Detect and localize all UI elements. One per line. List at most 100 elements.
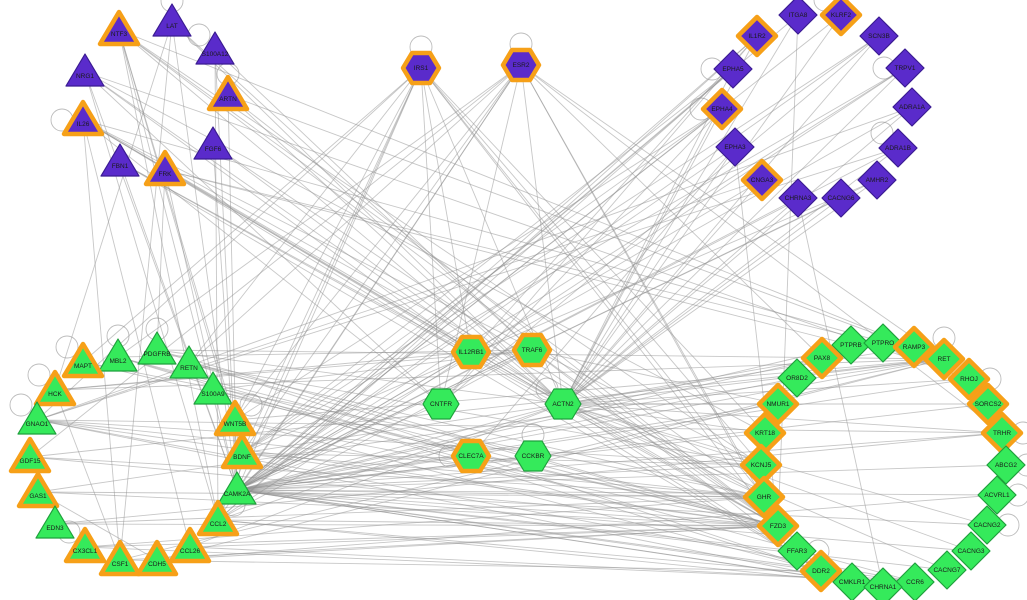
edge-epha5-camk2a[interactable]	[236, 68, 734, 491]
edge-mapt-ghr[interactable]	[82, 361, 765, 498]
edge-ccl26-fzd3[interactable]	[189, 525, 779, 548]
edge-irs1-gnao1[interactable]	[36, 67, 422, 421]
hexagon-node-shape[interactable]	[400, 50, 442, 86]
edge-chrna3-chrna1[interactable]	[797, 197, 884, 588]
self-loop-adra1b[interactable]	[870, 121, 894, 145]
diamond-node-shape[interactable]	[967, 505, 1007, 545]
edge-cdh5-fzd3[interactable]	[156, 525, 779, 561]
node-amhr2[interactable]: AMHR2	[857, 160, 897, 200]
edge-ntf3-ret[interactable]	[118, 29, 945, 360]
diamond-node-shape[interactable]	[951, 531, 991, 571]
edge-esr2-mbl2[interactable]	[117, 64, 522, 358]
node-il12rb1[interactable]: IL12RB1	[450, 334, 492, 370]
diamond-node-shape[interactable]	[977, 475, 1017, 515]
diamond-node-shape[interactable]	[742, 475, 786, 519]
diamond-node-shape[interactable]	[966, 382, 1010, 426]
edge-adra1a-camk2a[interactable]	[236, 106, 913, 491]
edge-bdnf-actn2[interactable]	[241, 403, 564, 454]
diamond-node-shape[interactable]	[740, 158, 784, 202]
node-adra1b[interactable]: ADRA1B	[878, 128, 918, 168]
triangle-node-shape[interactable]	[137, 331, 177, 365]
edge-camk2a-pax8[interactable]	[236, 357, 823, 491]
triangle-node-shape[interactable]	[143, 149, 187, 187]
edge-irs1-ghr[interactable]	[420, 67, 765, 498]
edge-edn3-fzd3[interactable]	[54, 523, 779, 527]
edge-camk2a-krt18[interactable]	[236, 432, 766, 491]
node-ntf3[interactable]: NTF3	[97, 9, 141, 47]
node-s100a12[interactable]: S100A12	[195, 31, 235, 65]
edge-cacng6-actn2[interactable]	[562, 197, 842, 405]
edge-esr2-ret[interactable]	[520, 64, 945, 360]
edge-esr2-fzd3[interactable]	[520, 64, 779, 527]
self-loop-hck[interactable]	[27, 363, 51, 387]
diamond-node-shape[interactable]	[892, 87, 932, 127]
triangle-node-shape[interactable]	[169, 345, 209, 379]
triangle-node-shape[interactable]	[220, 432, 264, 470]
edge-lat-hck[interactable]	[54, 21, 173, 391]
edge-ccl2-cmklr1[interactable]	[217, 519, 853, 583]
edge-irs1-il12rb1[interactable]	[420, 67, 472, 353]
edge-esr2-actn2[interactable]	[520, 64, 564, 405]
diamond-node-shape[interactable]	[756, 504, 800, 548]
edge-actn2-fzd3[interactable]	[562, 403, 779, 527]
edge-trpv1-actn2[interactable]	[562, 67, 906, 405]
diamond-node-shape[interactable]	[863, 567, 903, 600]
self-loop-mapt[interactable]	[55, 335, 79, 359]
edge-lat-csf1[interactable]	[119, 21, 173, 561]
edge-camk2a-cntfr[interactable]	[236, 403, 442, 491]
node-gdf15[interactable]: GDF15	[8, 436, 52, 474]
edge-camk2a-ghr[interactable]	[236, 489, 765, 498]
node-esr2[interactable]: ESR2	[500, 47, 542, 83]
edge-camk2a-rhoj[interactable]	[236, 378, 970, 491]
node-ccr6[interactable]: CCR6	[895, 562, 935, 600]
hexagon-node-shape[interactable]	[450, 438, 492, 474]
diamond-node-shape[interactable]	[831, 325, 871, 365]
edge-camk2a-or8d2[interactable]	[236, 377, 798, 491]
edge-actn2-pax8[interactable]	[562, 357, 823, 405]
edge-il1r2-cntfr[interactable]	[440, 35, 758, 405]
edge-irs1-fzd3[interactable]	[420, 67, 779, 527]
edge-trpv1-bdnf[interactable]	[241, 67, 906, 454]
edge-amhr2-actn2[interactable]	[562, 179, 878, 405]
node-nrg1[interactable]: NRG1	[65, 53, 105, 87]
triangle-node-shape[interactable]	[193, 371, 233, 405]
hexagon-node-shape[interactable]	[422, 388, 460, 420]
diamond-node-shape[interactable]	[800, 336, 844, 380]
self-loop-s100a12[interactable]	[187, 23, 211, 47]
edge-irs1-bdnf[interactable]	[241, 67, 422, 454]
node-chrna1[interactable]: CHRNA1	[863, 567, 903, 600]
edge-irs1-wnt5b[interactable]	[234, 67, 422, 421]
edge-camk2a-il12rb1[interactable]	[236, 351, 472, 491]
node-acvrl1[interactable]: ACVRL1	[977, 475, 1017, 515]
edge-frk-pdgfrb[interactable]	[156, 169, 166, 351]
node-lat[interactable]: LAT	[152, 3, 192, 37]
edge-ccl2-ccr6[interactable]	[217, 519, 916, 583]
triangle-node-shape[interactable]	[206, 74, 250, 112]
triangle-node-shape[interactable]	[193, 126, 233, 160]
edge-frk-ret[interactable]	[164, 169, 945, 360]
edge-fgf6-fzd3[interactable]	[212, 144, 779, 527]
edge-scn3b-camk2a[interactable]	[236, 35, 880, 491]
node-scn3b[interactable]: SCN3B	[859, 16, 899, 56]
edge-ccl26-ccr6[interactable]	[189, 546, 916, 583]
edge-s100a12-ccl2[interactable]	[214, 49, 219, 521]
edge-s100a12-traf6[interactable]	[214, 49, 533, 351]
triangle-node-shape[interactable]	[33, 369, 77, 407]
edge-cdh5-acvrl1[interactable]	[156, 494, 998, 561]
triangle-node-shape[interactable]	[135, 539, 179, 577]
edge-camk2a-clec7a[interactable]	[236, 455, 472, 491]
edge-adra1a-actn2[interactable]	[562, 106, 913, 405]
diamond-node-shape[interactable]	[821, 178, 861, 218]
diamond-node-shape[interactable]	[715, 127, 755, 167]
node-mapt[interactable]: MAPT	[61, 341, 105, 379]
edge-cnga3-actn2[interactable]	[562, 179, 763, 405]
edge-ccl26-actn2[interactable]	[189, 403, 564, 548]
self-loop-gnao1[interactable]	[9, 393, 33, 417]
triangle-node-shape[interactable]	[35, 505, 75, 539]
edge-pdgfrb-ddr2[interactable]	[156, 349, 822, 572]
edge-nrg1-ccl2[interactable]	[84, 71, 219, 521]
edge-il26-cntfr[interactable]	[82, 119, 442, 405]
node-clec7a[interactable]: CLEC7A	[450, 438, 492, 474]
edge-bdnf-kcnj5[interactable]	[241, 452, 762, 466]
edge-lat-actn2[interactable]	[171, 21, 564, 405]
